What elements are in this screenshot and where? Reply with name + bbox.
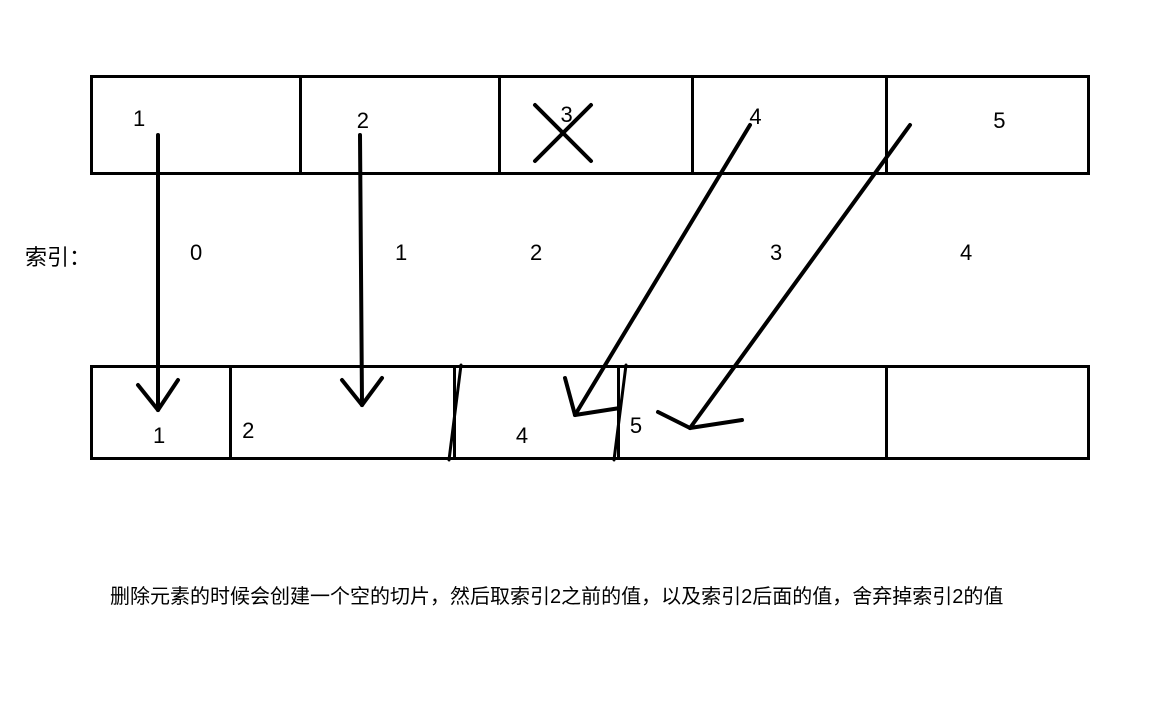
- cell-value: 5: [630, 413, 642, 439]
- bottom-array-row: 1 2 4 5: [90, 365, 1090, 460]
- cell-value: 1: [133, 106, 145, 132]
- cell-value: 4: [516, 423, 528, 449]
- cell-value: 3: [561, 102, 573, 128]
- top-array-cell: 1: [93, 78, 302, 172]
- bottom-array-cell: 5: [620, 368, 888, 457]
- top-array-cell: 3: [501, 78, 695, 172]
- cell-value: 1: [153, 423, 165, 449]
- cell-value: 2: [357, 108, 369, 134]
- slice-delete-diagram: 1 2 3 4 5 索引： 0 1 2 3 4 1 2 4 5 删除元素的时候会创建一个空的切片，然后…: [0, 0, 1153, 715]
- description-text: 删除元素的时候会创建一个空的切片，然后取索引2之前的值，以及索引2后面的值，舍弃…: [110, 580, 1003, 609]
- bottom-array-cell: 2: [232, 368, 456, 457]
- top-array-row: 1 2 3 4 5: [90, 75, 1090, 175]
- bottom-array-cell: 1: [93, 368, 232, 457]
- index-label: 1: [395, 240, 407, 266]
- cell-value: 5: [993, 108, 1005, 134]
- cell-value: 4: [749, 104, 761, 130]
- index-label: 2: [530, 240, 542, 266]
- bottom-array-cell: 4: [456, 368, 620, 457]
- top-array-cell: 4: [694, 78, 888, 172]
- top-array-cell: 2: [302, 78, 501, 172]
- index-label: 3: [770, 240, 782, 266]
- index-label: 4: [960, 240, 972, 266]
- bottom-array-cell: [888, 368, 1087, 457]
- index-label: 0: [190, 240, 202, 266]
- top-array-cell: 5: [888, 78, 1087, 172]
- cell-value: 2: [242, 418, 254, 444]
- index-prefix-label: 索引：: [25, 240, 91, 272]
